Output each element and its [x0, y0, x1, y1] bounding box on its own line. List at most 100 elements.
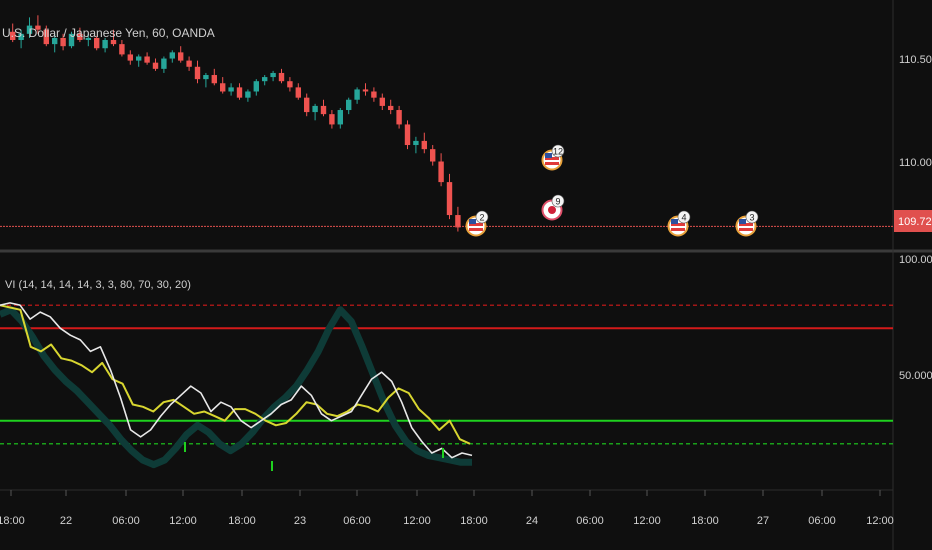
- candle-body: [186, 60, 192, 67]
- candle-body: [337, 110, 343, 125]
- candle-body: [144, 56, 150, 63]
- yellow-vi-line: [0, 304, 471, 445]
- event-marker[interactable]: 4: [667, 210, 691, 237]
- candle-body: [455, 215, 461, 228]
- event-markers[interactable]: 2 12 9 4 3: [465, 144, 759, 237]
- event-marker[interactable]: 2: [465, 210, 489, 237]
- candle-body: [346, 99, 352, 111]
- candle-body: [295, 87, 301, 98]
- time-label: 18:00: [0, 515, 25, 527]
- candle-body: [68, 33, 75, 47]
- candle-body: [362, 89, 369, 92]
- us-flag-icon: [739, 219, 753, 231]
- price-tick-label: 110.000: [899, 157, 932, 169]
- candle-body: [110, 40, 117, 45]
- us-flag-stripe: [469, 223, 483, 226]
- us-flag-stripe: [545, 157, 559, 160]
- marker-count-badge: [551, 144, 565, 158]
- indicator-tick-label: 100.000: [899, 254, 932, 266]
- candle-body: [127, 54, 133, 61]
- us-flag-stripe: [671, 223, 685, 226]
- us-flag-canton: [545, 153, 552, 158]
- event-marker[interactable]: 3: [735, 210, 759, 237]
- candle-body: [85, 37, 91, 41]
- marker-count: 12: [553, 147, 563, 157]
- candle-body: [396, 110, 402, 125]
- current-price-badge: [894, 210, 932, 232]
- candle-body: [52, 37, 58, 45]
- candle-body: [35, 25, 41, 30]
- marker-count-badge: [551, 194, 565, 208]
- candle-body: [228, 87, 234, 92]
- candle-body: [430, 149, 436, 162]
- time-label: 06:00: [576, 515, 604, 527]
- candle-body: [60, 37, 66, 47]
- event-marker[interactable]: 9: [541, 194, 565, 221]
- candle-body: [203, 75, 209, 80]
- candle-body: [287, 81, 293, 88]
- us-flag-stripe: [739, 223, 753, 226]
- candle-body: [446, 182, 453, 216]
- time-axis[interactable]: 18:00 22 06:00 12:00 18:00 23 06:00 12:00 18:00 2…: [0, 490, 894, 527]
- candle-body: [304, 97, 310, 113]
- white-vi-line: [0, 302, 473, 459]
- us-flag-canton: [671, 219, 678, 224]
- candle-body: [43, 29, 49, 45]
- us-flag-icon: [469, 219, 483, 231]
- marker-count: 2: [479, 213, 484, 223]
- candle-body: [421, 140, 427, 150]
- candle-body: [278, 72, 285, 82]
- candle-body: [178, 52, 184, 61]
- marker-count: 9: [555, 197, 560, 207]
- us-flag-stripe: [739, 228, 753, 231]
- us-flag-icon: [671, 219, 685, 231]
- marker-count-badge: [677, 210, 691, 224]
- time-label: 18:00: [460, 515, 488, 527]
- candle-body: [102, 40, 108, 49]
- event-marker[interactable]: 12: [541, 144, 565, 171]
- time-label: 18:00: [691, 515, 719, 527]
- candle-body: [262, 77, 268, 82]
- time-label: 12:00: [403, 515, 431, 527]
- candle-body: [371, 91, 377, 98]
- us-flag-canton: [739, 219, 746, 224]
- candle-body: [10, 31, 16, 41]
- marker-count-badge: [745, 210, 759, 224]
- candle-body: [136, 56, 142, 61]
- time-label: 27: [757, 515, 769, 527]
- indicator-label: VI (14, 14, 14, 14, 3, 3, 80, 70, 30, 20…: [5, 279, 191, 291]
- time-label: 06:00: [808, 515, 836, 527]
- indicator-tick-label: 50.000: [899, 370, 932, 382]
- teal-band-line: [0, 306, 472, 469]
- time-label: 06:00: [112, 515, 140, 527]
- us-flag-stripe: [545, 162, 559, 165]
- symbol-label: U.S. Dollar / Japanese Yen, 60, OANDA: [2, 26, 215, 40]
- time-label: 12:00: [866, 515, 894, 527]
- candle-body: [245, 91, 251, 98]
- candle-body: [18, 33, 24, 41]
- candle-body: [388, 105, 394, 111]
- candle-body: [220, 83, 226, 92]
- jp-flag-icon: [548, 206, 556, 214]
- marker-count-badge: [475, 210, 489, 224]
- candle-body: [379, 97, 385, 106]
- candle-body: [26, 25, 33, 34]
- time-label: 23: [294, 515, 306, 527]
- candle-body: [119, 44, 125, 55]
- time-label: 24: [526, 515, 538, 527]
- candle-body: [438, 161, 444, 183]
- candle-body: [77, 33, 83, 41]
- us-flag-canton: [469, 219, 476, 224]
- candle-body: [236, 87, 243, 98]
- jp-flag-disc: [548, 206, 556, 214]
- candle-body: [404, 124, 411, 146]
- candle-body: [211, 75, 217, 84]
- current-price-label: 109.725: [898, 216, 932, 228]
- candle-body: [329, 114, 335, 125]
- marker-count: 3: [749, 213, 754, 223]
- candle-body: [413, 140, 419, 146]
- candle-body: [270, 72, 276, 78]
- candle-body: [354, 89, 360, 100]
